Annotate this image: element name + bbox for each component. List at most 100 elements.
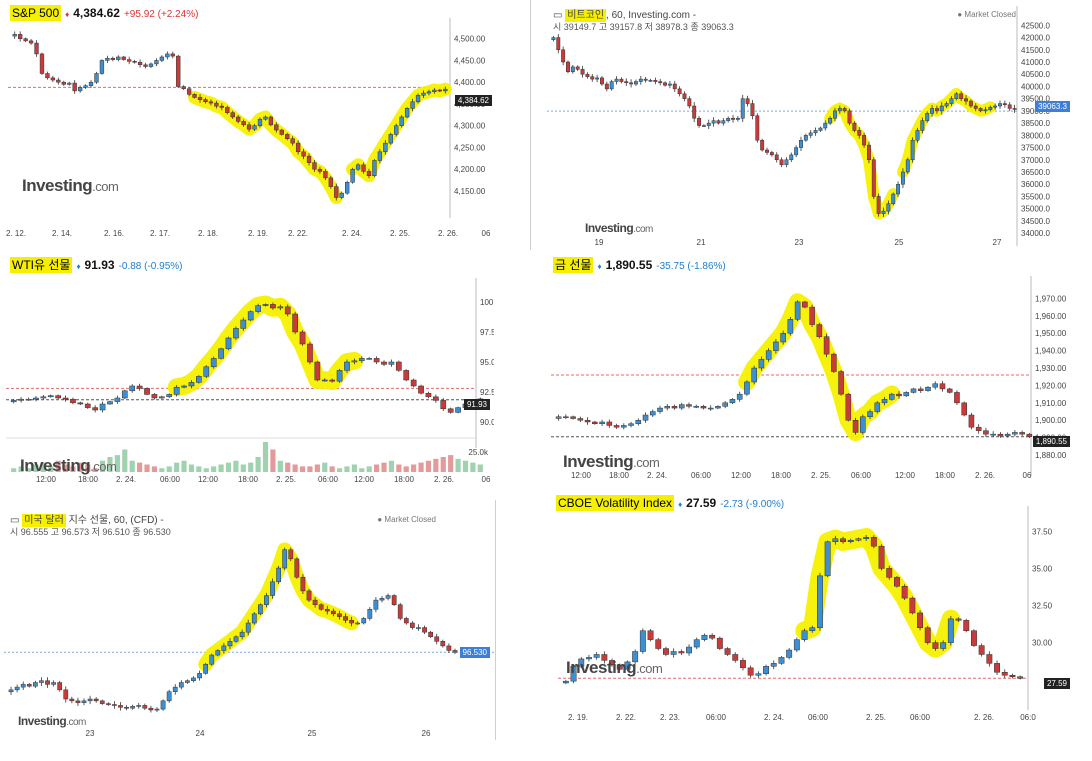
wti-volume-bar (403, 466, 409, 472)
vix-candle (686, 646, 692, 654)
dxy-ohlc: 시 96.555 고 96.573 저 96.510 종 96.530 (10, 527, 171, 537)
dxy-candle (264, 595, 269, 605)
btc-candle (886, 203, 891, 212)
vix-candle (978, 645, 985, 655)
wti-candle (114, 397, 121, 402)
btc-candle (604, 83, 609, 90)
dxy-highlight-stroke (198, 542, 299, 672)
sp500-ytick: 4,500.00 (454, 35, 486, 44)
gold-candle (874, 402, 881, 412)
dxy-candle (337, 613, 342, 617)
wti-volume-bar (196, 466, 202, 472)
dxy-candle (245, 622, 251, 633)
sp500-candle (355, 164, 361, 170)
vix-candle (639, 630, 646, 652)
btc-candle (585, 73, 590, 77)
sp500-candle (170, 53, 175, 57)
btc-ytick: 34500.0 (1021, 217, 1050, 226)
gold-candle (649, 411, 656, 416)
vix-xtick: 06:00 (706, 713, 727, 722)
wti-volume-bar (262, 442, 269, 472)
btc-candle (590, 76, 595, 80)
gold-candle (823, 336, 830, 355)
sp500-candle (219, 105, 224, 108)
wti-volume-bar (270, 449, 276, 472)
sp500-ytick: 4,400.00 (454, 78, 486, 87)
dxy-chart: 95.80096.00096.20096.40096.60096.80097.0… (4, 542, 494, 738)
btc-candle (692, 105, 697, 119)
dxy-investing-logo: Investing.com (18, 714, 86, 728)
sp500-candle (121, 56, 126, 60)
sp500-candle (246, 124, 252, 130)
wti-volume-bar (107, 457, 113, 472)
gold-candle (838, 371, 844, 395)
sp500-candle (105, 58, 110, 61)
wti-xtick: 12:00 (354, 475, 375, 484)
wti-candle (336, 370, 343, 382)
gold-candle (1012, 432, 1018, 435)
btc-candle (862, 135, 867, 146)
wti-volume-bar (470, 462, 476, 472)
vix-candle (809, 627, 816, 631)
vix-xtick: 2. 23. (660, 713, 680, 722)
btc-candle (934, 108, 939, 112)
wti-volume-bar (425, 460, 432, 472)
gold-candle (961, 402, 967, 416)
gold-candle (635, 419, 642, 424)
btc-candle (677, 88, 682, 95)
wti-candle (99, 403, 106, 411)
btc-candle (837, 108, 842, 112)
sp500-candle (236, 116, 241, 122)
sp500-ytick: 4,300.00 (454, 122, 486, 131)
btc-ytick: 35000.0 (1021, 205, 1050, 214)
sp500-candle (39, 53, 45, 74)
sp500-diamond-icon: ♦ (65, 10, 70, 19)
btc-candle (842, 108, 847, 112)
gold-candle (888, 393, 895, 400)
sp500-xtick: 2. 26. (438, 229, 458, 238)
vix-xtick: 2. 22. (616, 713, 636, 722)
wti-candle (84, 403, 91, 408)
dxy-title-suffix: 지수 선물, 60, (CFD) - (65, 515, 164, 526)
btc-ytick: 38500.0 (1021, 119, 1050, 128)
sp500-xtick: 2. 14. (52, 229, 72, 238)
btc-candle (1007, 104, 1012, 109)
gold-panel: 1,880.001,890.001,900.001,910.001,920.00… (545, 250, 1074, 488)
wti-candle (144, 388, 150, 395)
btc-window-icon: ▭ (553, 10, 566, 21)
sp500-candle (137, 61, 143, 66)
sp500-candle (274, 124, 279, 131)
wti-xtick: 18:00 (238, 475, 259, 484)
wti-volume-bar (277, 460, 283, 472)
btc-candle (653, 80, 658, 82)
sp500-candle (67, 82, 72, 85)
sp500-candle (404, 108, 410, 118)
wti-candle (344, 361, 350, 371)
btc-candle (973, 105, 978, 109)
vix-candle (894, 577, 900, 587)
wti-volume-bar (307, 466, 313, 472)
gold-ytick: 1,970.00 (1035, 294, 1067, 303)
gold-xtick: 2. 26. (975, 471, 995, 480)
vix-chart: 30.00 32.50 35.00 37.50 2. 19. 2. 22. 2. 23. 06… (558, 506, 1053, 722)
gold-candle (642, 414, 649, 421)
dxy-candle (373, 599, 379, 610)
wti-candle (173, 386, 180, 395)
gold-candle (584, 419, 591, 423)
sp500-candle (415, 95, 421, 103)
dxy-candle (452, 650, 458, 653)
btc-candle (818, 127, 823, 131)
gold-candle (700, 406, 707, 409)
btc-candle (949, 98, 954, 104)
dxy-market-status: ● Market Closed (377, 515, 436, 524)
vix-candle (755, 673, 762, 676)
sp500-title: S&P 500 (10, 5, 62, 21)
dxy-candle (81, 700, 87, 703)
wti-xtick: 06:00 (160, 475, 181, 484)
wti-volume-bar (388, 460, 395, 472)
btc-candle (876, 196, 881, 214)
wti-xtick: 06 (482, 475, 491, 484)
vix-candle (716, 637, 723, 649)
wti-candle (240, 319, 247, 329)
vix-candle (870, 537, 877, 547)
